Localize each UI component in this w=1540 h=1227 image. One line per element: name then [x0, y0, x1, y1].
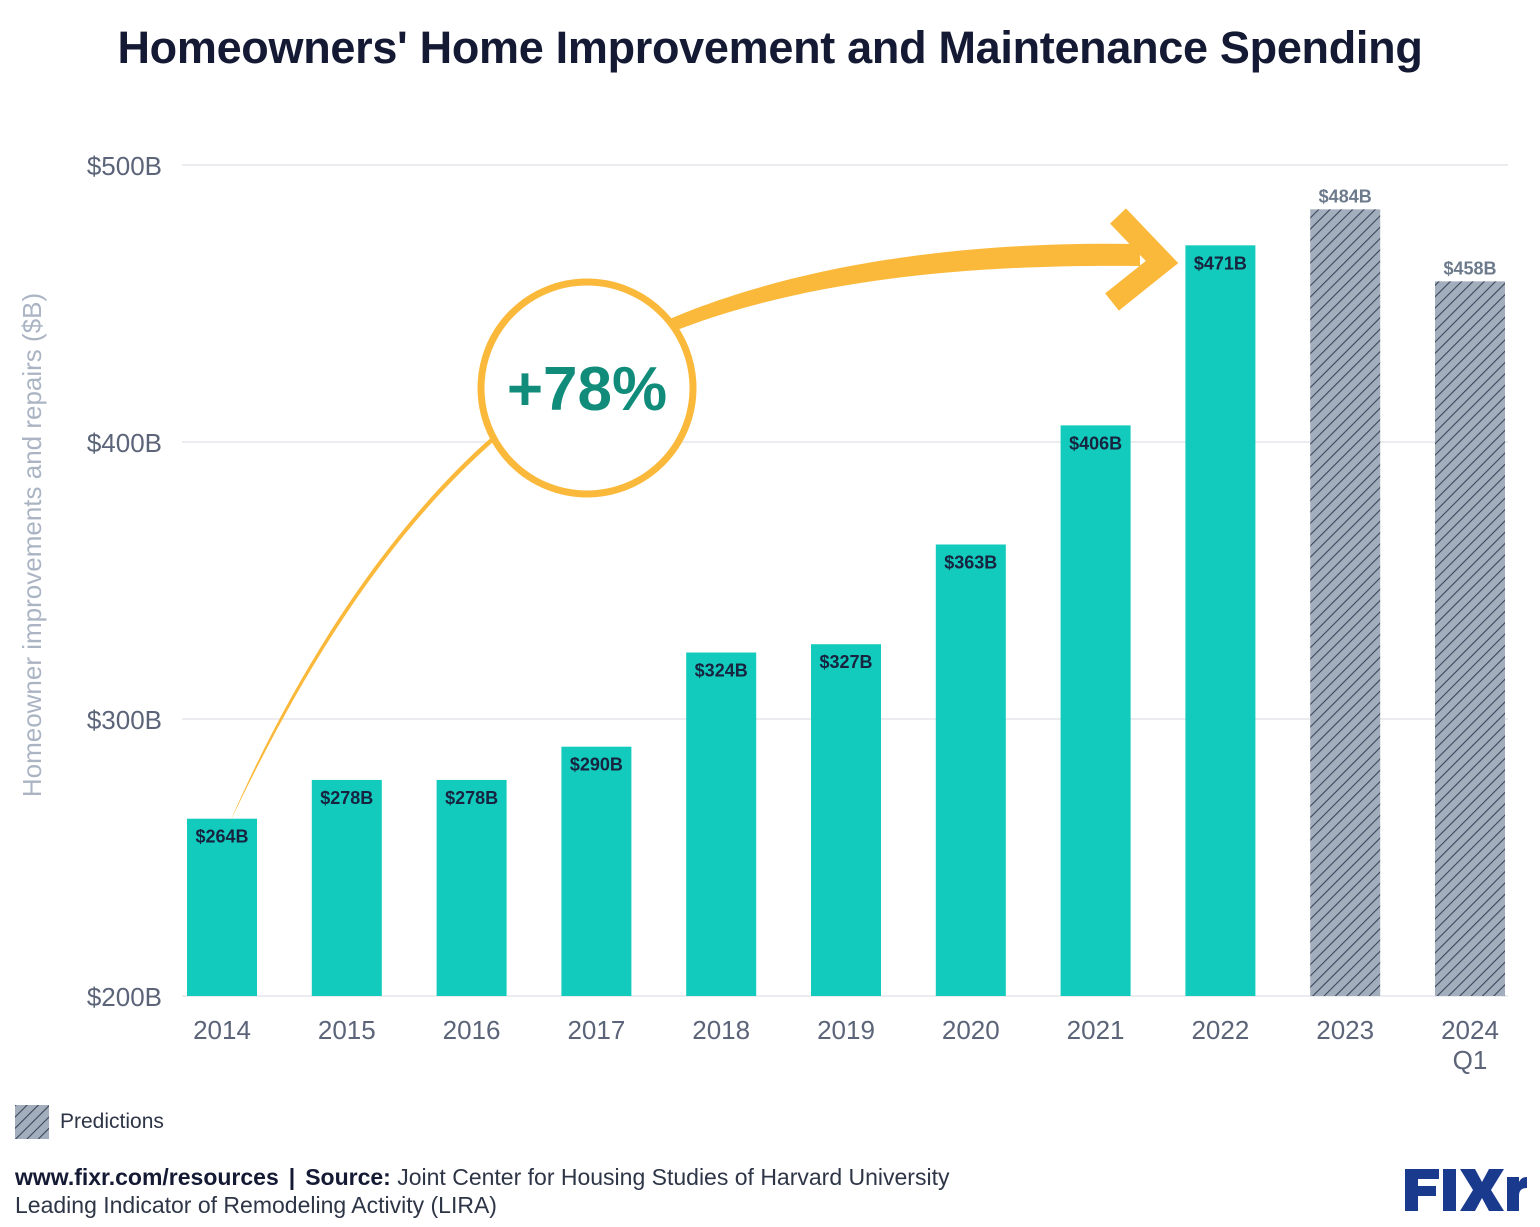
bar-value-label: $471B [1194, 253, 1247, 273]
bar [686, 652, 757, 996]
bar [187, 818, 257, 996]
bar [811, 644, 881, 996]
bar-value-label: $406B [1069, 433, 1122, 453]
y-axis-ticks: $200B $300B $400B $500B [87, 151, 162, 1012]
bar-predicted [1310, 209, 1381, 996]
bar [436, 779, 507, 996]
y-tick-label: $200B [87, 982, 162, 1012]
x-tick-label: 2017 [567, 1015, 625, 1045]
predictions-swatch [15, 1105, 49, 1139]
y-tick-label: $500B [87, 151, 162, 181]
bar-value-label: $324B [695, 661, 748, 681]
bar-value-label: $278B [445, 788, 498, 808]
bar-chart: $200B $300B $400B $500B Homeowner improveme… [17, 151, 1508, 1075]
x-tick-label: 2019 [817, 1015, 875, 1045]
x-tick-label: 2016 [443, 1015, 501, 1045]
bar [1185, 245, 1256, 996]
x-tick-label: 2020 [942, 1015, 1000, 1045]
growth-arrow-head [1105, 208, 1179, 311]
bar-value-label: $278B [320, 788, 373, 808]
chart-title: Homeowners' Home Improvement and Mainten… [117, 22, 1423, 73]
bar-value-label: $458B [1443, 258, 1496, 278]
bar [1060, 425, 1131, 996]
bar [311, 779, 382, 996]
x-tick-label: 2018 [692, 1015, 750, 1045]
x-tick-label: 2024 [1441, 1015, 1499, 1045]
bar-value-label: $264B [195, 827, 248, 847]
y-tick-label: $300B [87, 705, 162, 735]
footer-url: www.fixr.com/resources [15, 1164, 279, 1190]
bar-value-label: $327B [819, 652, 872, 672]
x-tick-label: 2021 [1067, 1015, 1125, 1045]
x-tick-label: 2022 [1191, 1015, 1249, 1045]
growth-annotation: +78% [230, 208, 1179, 822]
growth-percentage: +78% [507, 355, 667, 424]
bar-predicted [1435, 281, 1505, 997]
bar-value-label: $484B [1319, 186, 1372, 206]
bar-value-label: $290B [570, 755, 623, 775]
bar [935, 544, 1006, 996]
footer-source-line-2: Leading Indicator of Remodeling Activity… [15, 1192, 497, 1218]
bar [561, 746, 632, 996]
legend: Predictions [15, 1105, 164, 1139]
footer-line-1: www.fixr.com/resources | Source: Joint Cen… [15, 1163, 949, 1191]
bars: $264B 2014 $278B 2015 $278B 2016 $290B 2017 $324… [187, 186, 1505, 1075]
bar-value-label: $363B [944, 552, 997, 572]
fixr-logo [1405, 1169, 1527, 1211]
y-axis-label: Homeowner improvements and repairs ($B) [17, 293, 47, 797]
footer: www.fixr.com/resources | Source: Joint Cen… [15, 1163, 949, 1219]
footer-source-label: Source: [305, 1164, 391, 1190]
growth-badge [477, 278, 697, 498]
footer-source-line-1: Joint Center for Housing Studies of Harv… [397, 1164, 950, 1190]
x-tick-label: 2014 [193, 1015, 251, 1045]
legend-label-predictions: Predictions [60, 1110, 164, 1133]
x-tick-label: Q1 [1453, 1045, 1488, 1075]
footer-separator: | [288, 1164, 296, 1190]
x-tick-label: 2023 [1316, 1015, 1374, 1045]
x-tick-label: 2015 [318, 1015, 376, 1045]
y-tick-label: $400B [87, 428, 162, 458]
